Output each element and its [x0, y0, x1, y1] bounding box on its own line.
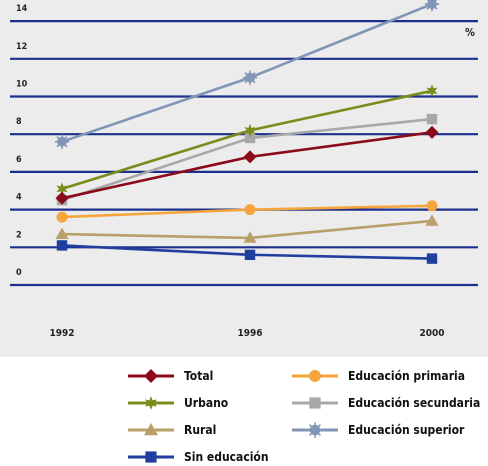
- legend-item-urbano: Urbano: [128, 396, 228, 410]
- legend-marker-educacion-primaria: [309, 370, 321, 382]
- point-urbano-2000: [426, 84, 438, 98]
- legend-item-educacion-superior: Educación superior: [292, 422, 465, 438]
- point-educacion-superior-2000: [424, 0, 440, 12]
- y-tick-label-2: 2: [16, 230, 22, 240]
- legend-item-sin-educacion: Sin educación: [128, 450, 269, 464]
- legend-marker-sin-educacion: [145, 451, 157, 463]
- x-tick-label-1996: 1996: [237, 328, 262, 339]
- point-educacion-secundaria-2000: [426, 113, 438, 125]
- point-educacion-superior-1992: [54, 134, 70, 149]
- legend-item-rural: Rural: [128, 423, 216, 437]
- y-tick-label-6: 6: [16, 155, 22, 165]
- legend-label-total: Total: [184, 369, 213, 383]
- legend-marker-rural: [144, 423, 158, 436]
- y-tick-label-14: 14: [16, 4, 28, 14]
- y-tick-label-4: 4: [16, 193, 22, 203]
- legend: Total Urbano Rural Sin educación Educación p…: [128, 369, 480, 464]
- legend-item-educacion-secundaria: Educación secundaria: [292, 396, 480, 410]
- legend-label-urbano: Urbano: [184, 396, 228, 410]
- point-total-1996: [243, 150, 257, 164]
- legend-marker-educacion-superior: [307, 422, 323, 438]
- point-rural-1996: [243, 231, 257, 243]
- y-axis-ticks: 0 2 4 6 8 10 12 14: [16, 4, 28, 278]
- point-urbano-1996: [244, 123, 256, 137]
- point-sin-educacion-1992: [56, 240, 68, 251]
- series-educacion-primaria: [56, 200, 438, 223]
- legend-label-educacion-secundaria: Educación secundaria: [348, 396, 480, 410]
- series-total: [55, 125, 439, 205]
- series-urbano: [56, 84, 438, 196]
- x-tick-label-1992: 1992: [49, 328, 74, 339]
- y-tick-label-12: 12: [16, 42, 27, 52]
- y-tick-label-0: 0: [16, 268, 22, 278]
- point-sin-educacion-2000: [426, 253, 438, 264]
- series-line-educacion-superior: [61, 2, 433, 143]
- series-sin-educacion: [56, 240, 438, 264]
- point-educacion-superior-1996: [242, 70, 258, 85]
- x-axis-ticks: 1992 1996 2000: [49, 328, 444, 339]
- legend-marker-educacion-secundaria: [309, 397, 321, 409]
- point-educacion-primaria-1996: [244, 204, 256, 216]
- y-tick-label-8: 8: [16, 117, 22, 127]
- point-educacion-primaria-1992: [56, 211, 68, 223]
- legend-label-sin-educacion: Sin educación: [184, 450, 269, 464]
- y-tick-label-10: 10: [16, 80, 28, 90]
- point-total-2000: [425, 125, 439, 139]
- legend-item-educacion-primaria: Educación primaria: [292, 369, 465, 383]
- legend-item-total: Total: [128, 369, 213, 383]
- point-rural-1992: [55, 227, 69, 239]
- series-rural: [55, 214, 439, 243]
- series-layer: [54, 0, 440, 264]
- point-educacion-secundaria-1996: [244, 132, 256, 144]
- series-educacion-superior: [54, 0, 440, 149]
- legend-label-rural: Rural: [184, 423, 216, 437]
- point-total-1992: [55, 191, 69, 205]
- x-tick-label-2000: 2000: [419, 328, 444, 339]
- point-educacion-primaria-2000: [426, 200, 438, 212]
- legend-label-educacion-primaria: Educación primaria: [348, 369, 465, 383]
- legend-marker-urbano: [144, 396, 158, 410]
- legend-marker-total: [144, 369, 158, 383]
- point-urbano-1992: [56, 182, 68, 196]
- point-sin-educacion-1996: [244, 249, 256, 261]
- series-line-rural: [61, 219, 433, 240]
- unit-label: %: [465, 26, 475, 39]
- legend-label-educacion-superior: Educación superior: [348, 423, 465, 437]
- point-rural-2000: [425, 214, 439, 226]
